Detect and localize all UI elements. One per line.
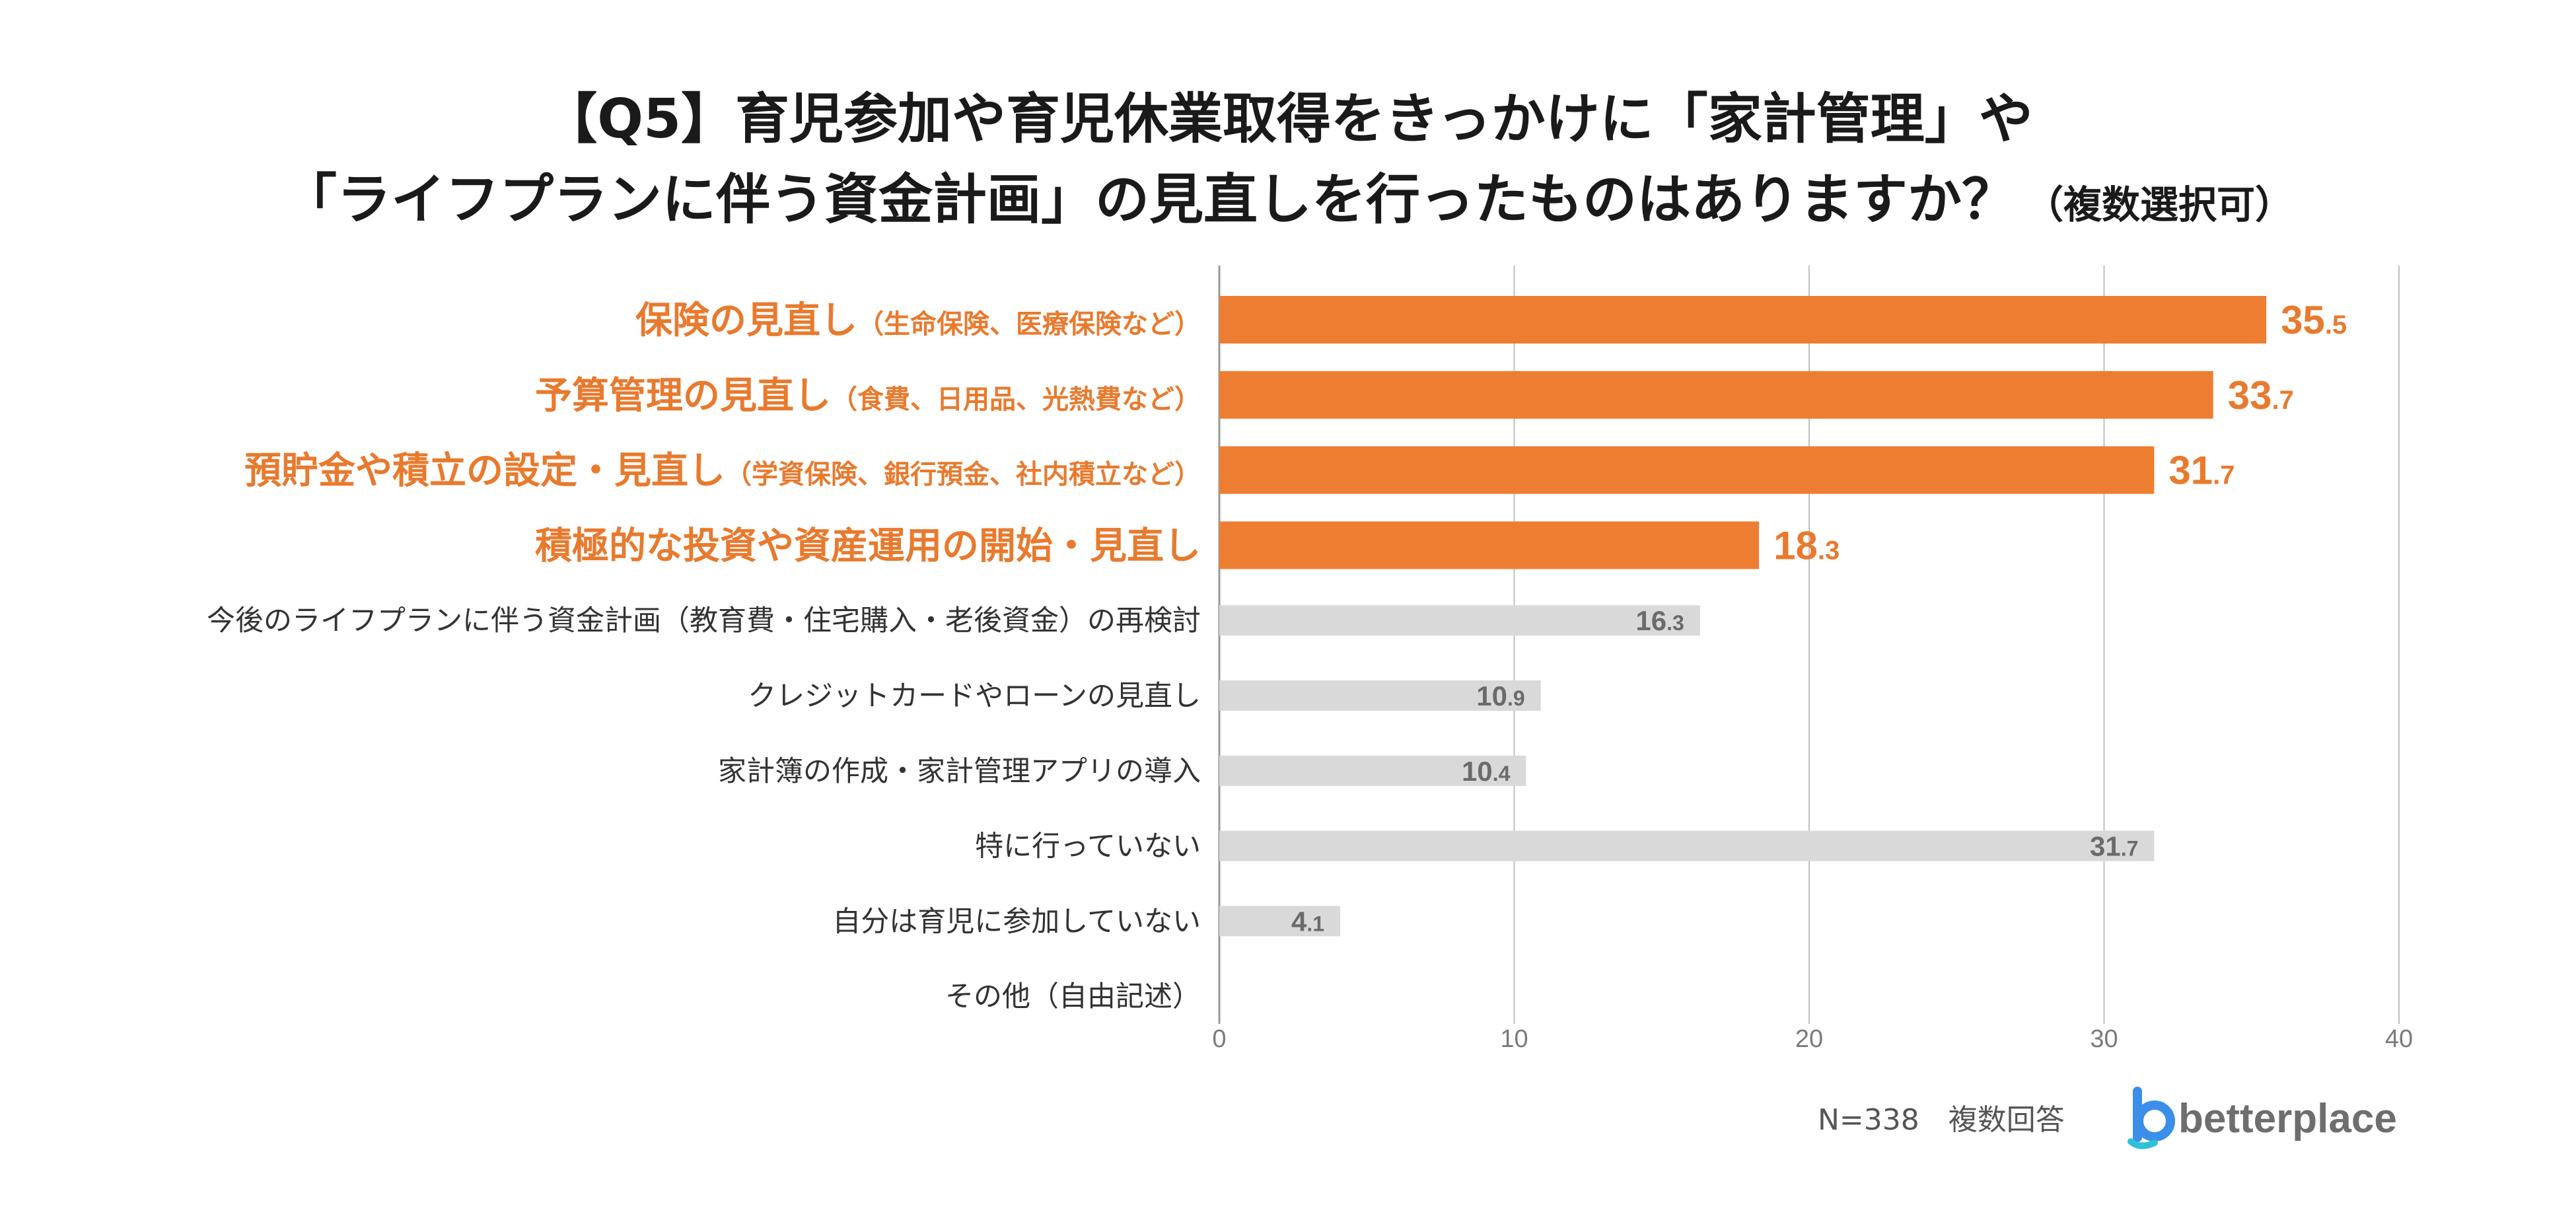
category-label: 今後のライフプランに伴う資金計画（教育費・住宅購入・老後資金）の再検討	[207, 604, 1201, 637]
bar	[1219, 830, 2155, 861]
betterplace-logo: betterplace	[2128, 1087, 2397, 1149]
value-label: 10.9	[1476, 680, 1524, 711]
value-label: 31.7	[2090, 831, 2138, 862]
category-label: 予算管理の見直し（食費、日用品、光熱費など）	[535, 375, 1201, 417]
category-label: 自分は育児に参加していない	[832, 905, 1201, 938]
category-label: 預貯金や積立の設定・見直し（学資保険、銀行預金、社内積立など）	[244, 450, 1201, 493]
category-label: 特に行っていない	[975, 830, 1201, 863]
category-label: クレジットカードやローンの見直し	[748, 680, 1201, 713]
logo-mark-icon	[2128, 1087, 2175, 1149]
bar	[1219, 521, 1760, 569]
category-label: その他（自由記述）	[945, 980, 1201, 1013]
category-labels: 保険の見直し（生命保険、医療保険など） 予算管理の見直し（食費、日用品、光熱費など…	[207, 299, 1201, 1013]
bar	[1219, 605, 1700, 636]
x-tick-label: 0	[1212, 1025, 1226, 1053]
x-tick-label: 40	[2385, 1025, 2413, 1053]
bar	[1219, 755, 1526, 786]
chart-title-suffix: （複数選択可）	[2025, 182, 2293, 227]
bar	[1219, 680, 1541, 711]
value-label: 33.7	[2228, 373, 2294, 417]
chart-title-line2-main: 「ライフプランに伴う資金計画」の見直しを行ったものはありますか？	[283, 168, 2016, 231]
category-label: 保険の見直し（生命保険、医療保険など）	[635, 299, 1201, 342]
value-label: 35.5	[2281, 298, 2347, 342]
value-label: 10.4	[1462, 756, 1511, 787]
x-tick-label: 30	[2090, 1025, 2118, 1053]
bar	[1219, 371, 2213, 419]
value-labels: 35.5 33.7 31.7 18.3 16.3 10.9 10.4 31.7 4.1	[1291, 298, 2347, 937]
x-tick-label: 10	[1500, 1025, 1528, 1053]
x-tick-label: 20	[1795, 1025, 1823, 1053]
category-label: 家計簿の作成・家計管理アプリの導入	[718, 755, 1201, 788]
value-label: 31.7	[2168, 449, 2235, 493]
x-tick-labels: 0 10 20 30 40	[1212, 1025, 2413, 1053]
bars	[1219, 296, 2267, 937]
value-label: 18.3	[1773, 523, 1840, 567]
chart-title-line1: 【Q5】育児参加や育児休業取得をきっかけに「家計管理」や	[543, 88, 2032, 151]
bar	[1219, 446, 2155, 494]
footer-note: N=338 複数回答	[1818, 1103, 2065, 1137]
category-label: 積極的な投資や資産運用の開始・見直し	[535, 525, 1201, 567]
value-label: 4.1	[1291, 906, 1324, 937]
chart-title-line2: 「ライフプランに伴う資金計画」の見直しを行ったものはありますか？ （複数選択可）	[283, 168, 2293, 231]
bar	[1219, 906, 1341, 937]
value-label: 16.3	[1635, 605, 1684, 636]
logo-text: betterplace	[2178, 1096, 2397, 1141]
bar	[1219, 296, 2267, 344]
